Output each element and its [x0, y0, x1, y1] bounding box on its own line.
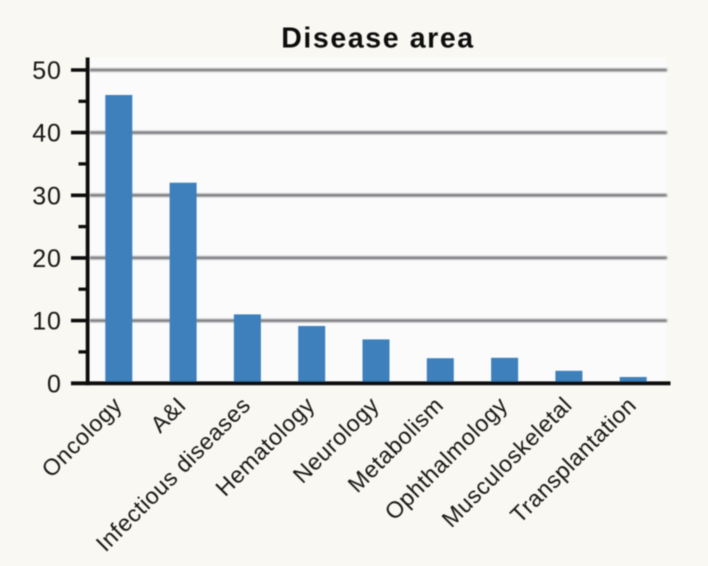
svg-text:10: 10: [32, 308, 61, 336]
svg-text:Disease area: Disease area: [281, 23, 475, 55]
svg-text:40: 40: [32, 120, 61, 148]
svg-text:0: 0: [47, 370, 62, 398]
svg-text:50: 50: [32, 57, 61, 85]
svg-text:20: 20: [32, 245, 61, 273]
svg-text:30: 30: [32, 182, 61, 210]
